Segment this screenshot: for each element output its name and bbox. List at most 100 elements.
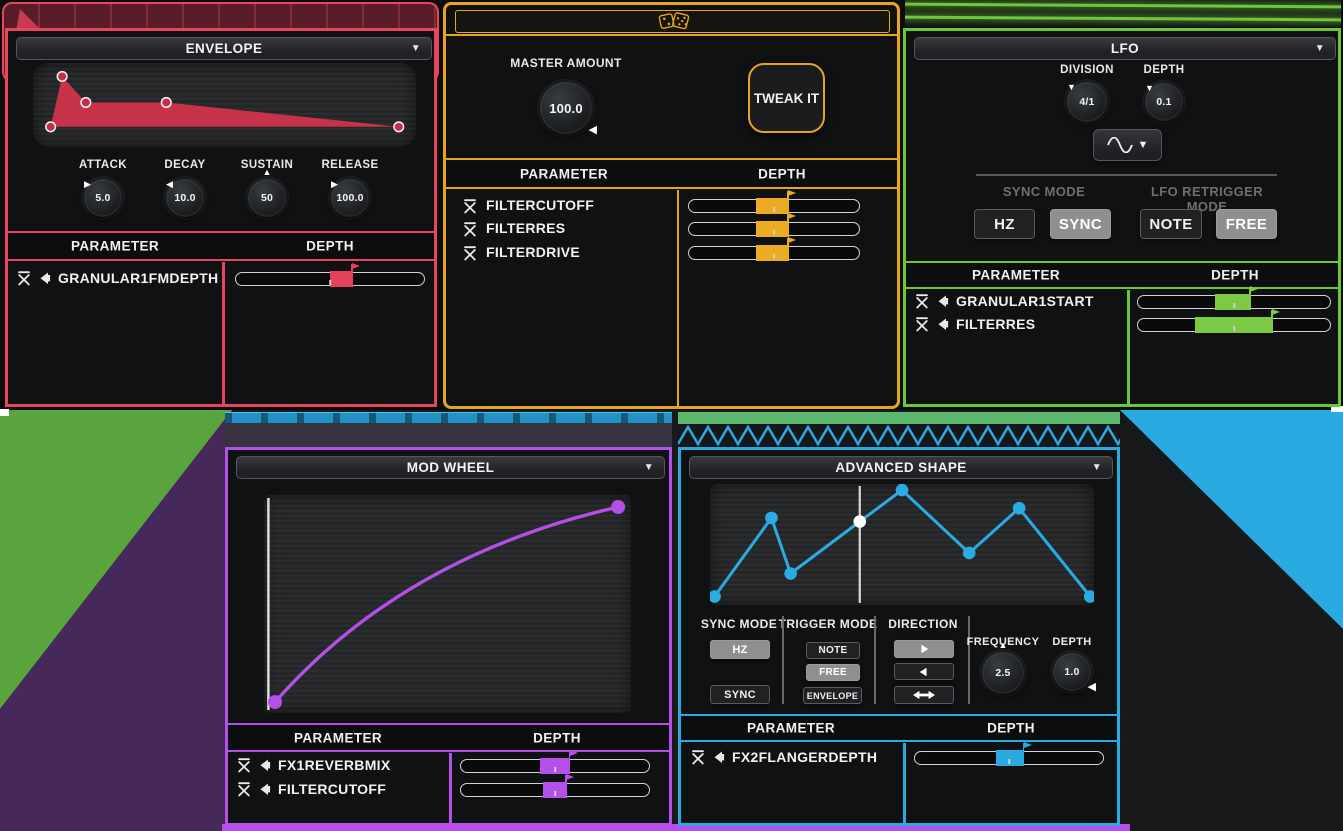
button-label: NOTE: [1149, 215, 1193, 233]
depth-slider[interactable]: [1137, 286, 1331, 310]
direction-bidirectional-button[interactable]: [894, 686, 954, 704]
randomizer-header-strip[interactable]: [455, 10, 890, 33]
dropdown-icon: ▼: [1137, 139, 1149, 151]
audition-speaker-icon[interactable]: [933, 315, 950, 332]
dropdown-icon[interactable]: ▼: [1091, 462, 1102, 473]
frequency-knob[interactable]: ▲ 2.5: [982, 641, 1024, 694]
tweak-it-button[interactable]: TWEAK IT: [748, 63, 825, 133]
direction-right-button[interactable]: [894, 640, 954, 658]
lfo-title-bar[interactable]: LFO ▼: [914, 37, 1336, 60]
slider-center-tick: [554, 791, 556, 796]
envelope-curve-display[interactable]: [33, 63, 416, 147]
audition-speaker-icon[interactable]: [35, 269, 52, 286]
depth-slider[interactable]: [688, 213, 860, 237]
parameter-header: PARAMETER: [70, 238, 160, 254]
mod-wheel-curve-display[interactable]: [264, 495, 631, 713]
slider-flag-icon: [565, 774, 573, 784]
waveform-selector[interactable]: ▼: [1093, 129, 1162, 161]
note-button[interactable]: NOTE: [1140, 209, 1202, 239]
remove-mod-icon[interactable]: [689, 748, 706, 765]
knob-pointer-icon: ▶: [331, 179, 338, 189]
free-button[interactable]: FREE: [806, 664, 860, 681]
hz-button[interactable]: HZ: [974, 209, 1035, 239]
lfo-bg-wave-line: [905, 2, 1341, 9]
slider-flag-icon: [1249, 286, 1256, 296]
audition-speaker-icon[interactable]: [709, 748, 726, 765]
free-button[interactable]: FREE: [1216, 209, 1277, 239]
lfo-bg-wave-line: [905, 15, 1341, 22]
slider-value-block: [756, 198, 789, 214]
sync-button[interactable]: SYNC: [1050, 209, 1111, 239]
table-header: PARAMETER DEPTH: [446, 158, 897, 189]
table-header: PARAMETER DEPTH: [906, 261, 1338, 289]
mod-wheel-title-bar[interactable]: MOD WHEEL ▼: [236, 456, 665, 479]
shape-depth-knob[interactable]: ◀ 1.0: [1053, 653, 1096, 693]
depth-slider[interactable]: [235, 263, 425, 287]
release-knob[interactable]: ▶ 100.0: [331, 179, 369, 217]
remove-mod-icon[interactable]: [235, 780, 252, 797]
group-separator: [874, 616, 876, 704]
shape-curve: [708, 483, 1097, 603]
depth-slider[interactable]: [1137, 309, 1331, 333]
decay-knob[interactable]: ◀ 10.0: [166, 179, 204, 217]
audition-speaker-icon[interactable]: [255, 756, 272, 773]
knob-pointer-icon: ▶: [84, 179, 91, 189]
parameter-header: PARAMETER: [746, 720, 836, 736]
dropdown-icon[interactable]: ▼: [1314, 43, 1325, 54]
attack-label: ATTACK: [79, 159, 127, 171]
master-amount-knob[interactable]: ◀ 100.0: [540, 82, 597, 136]
depth-header: DEPTH: [1211, 267, 1259, 283]
remove-mod-icon[interactable]: [15, 269, 32, 286]
division-knob[interactable]: ▼ 4/1: [1067, 82, 1107, 122]
dropdown-icon[interactable]: ▼: [410, 43, 421, 54]
attack-knob[interactable]: ▶ 5.0: [84, 179, 122, 217]
shape-curve-display[interactable]: [708, 483, 1097, 605]
remove-mod-icon[interactable]: [913, 292, 930, 309]
remove-mod-icon[interactable]: [461, 220, 478, 237]
group-separator: [782, 616, 784, 704]
knob-pointer-icon: ◀: [1087, 681, 1096, 693]
depth-slider[interactable]: [688, 237, 860, 261]
audition-speaker-icon[interactable]: [933, 292, 950, 309]
audition-speaker-icon[interactable]: [255, 780, 272, 797]
button-label: SYNC: [1058, 215, 1103, 233]
envelope-button[interactable]: ENVELOPE: [803, 687, 862, 704]
envelope-panel: ENVELOPE ▼ ATTACK DECAY SUSTAIN RELEASE …: [5, 28, 437, 407]
advanced-shape-title-bar[interactable]: ADVANCED SHAPE ▼: [689, 456, 1113, 479]
release-value: 100.0: [336, 192, 364, 204]
slider-value-block: [756, 245, 789, 261]
lfo-depth-knob[interactable]: ▼ 0.1: [1145, 83, 1183, 121]
white-notch-left: [0, 409, 9, 416]
lfo-depth-label: DEPTH: [1143, 64, 1185, 76]
depth-slider[interactable]: [688, 190, 860, 214]
remove-mod-icon[interactable]: [235, 756, 252, 773]
dice-icon: [658, 11, 689, 29]
knob-pointer-icon: ◀: [166, 179, 173, 189]
depth-header: DEPTH: [987, 720, 1035, 736]
zigzag-wave-icon: [678, 424, 1120, 447]
division-label: DIVISION: [1060, 64, 1114, 76]
column-divider: [222, 262, 225, 404]
remove-mod-icon[interactable]: [461, 244, 478, 261]
frequency-value: 2.5: [995, 667, 1011, 679]
direction-left-button[interactable]: [894, 663, 954, 680]
dropdown-icon[interactable]: ▼: [643, 462, 654, 473]
envelope-title-bar[interactable]: ENVELOPE ▼: [16, 37, 432, 60]
remove-mod-icon[interactable]: [913, 315, 930, 332]
slider-center-tick: [773, 230, 775, 235]
bottom-magenta-band: [222, 824, 1130, 831]
note-button[interactable]: NOTE: [806, 642, 860, 659]
sustain-knob[interactable]: ▲ 50: [248, 168, 286, 217]
remove-mod-icon[interactable]: [461, 197, 478, 214]
depth-slider[interactable]: [460, 750, 650, 774]
slider-flag-icon: [351, 263, 359, 273]
depth-slider[interactable]: [914, 742, 1104, 766]
button-label: ENVELOPE: [806, 690, 859, 701]
table-header: PARAMETER DEPTH: [8, 231, 434, 261]
hz-button[interactable]: HZ: [710, 640, 770, 659]
shape-depth-label: DEPTH: [1052, 636, 1092, 648]
depth-slider[interactable]: [460, 774, 650, 798]
sync-button[interactable]: SYNC: [710, 685, 770, 704]
randomizer-panel: MASTER AMOUNT ◀ 100.0 TWEAK IT PARAMETER…: [443, 2, 900, 409]
